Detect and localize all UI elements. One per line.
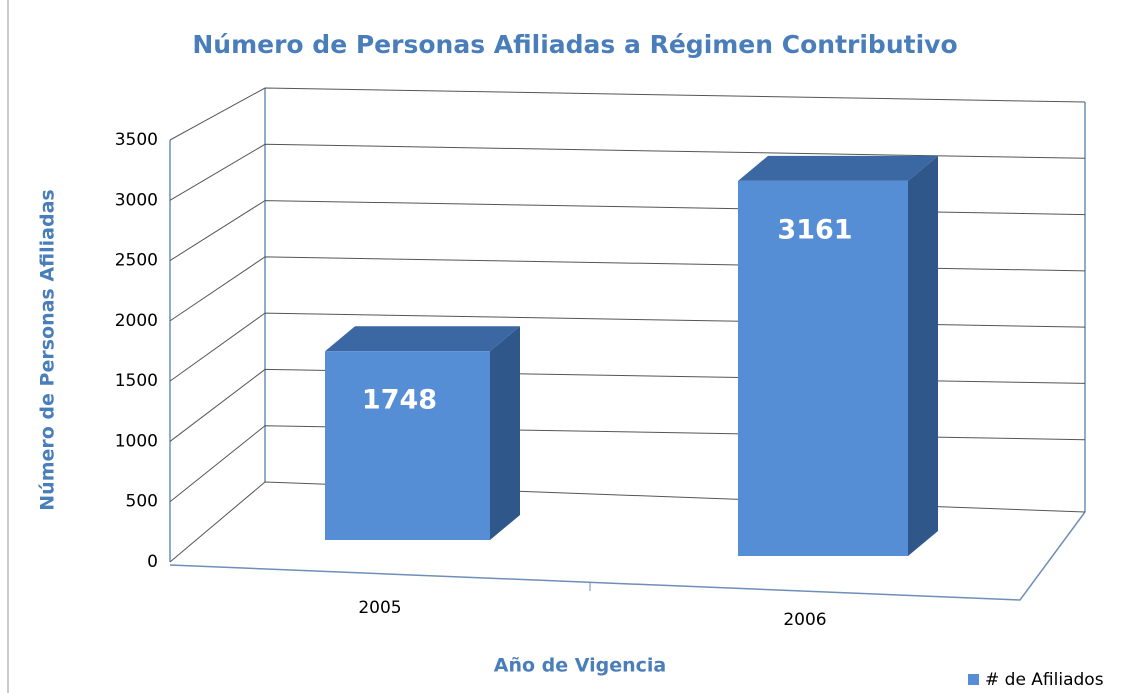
y-tick-label: 500 — [126, 492, 158, 512]
y-tick-label: 3000 — [115, 190, 158, 210]
y-axis-label: Número de Personas Afiliadas — [37, 189, 59, 510]
bar — [325, 351, 490, 540]
grid-line — [169, 481, 1086, 563]
y-tick-label: 3500 — [115, 130, 158, 150]
grid-line — [169, 200, 1086, 261]
floor-edge — [169, 511, 1086, 601]
grid-line — [169, 87, 1086, 141]
value-label: 1748 — [362, 385, 437, 416]
y-tick-label: 1000 — [115, 431, 158, 451]
y-tick-label: 2000 — [115, 311, 158, 331]
bar — [738, 180, 908, 556]
legend-swatch — [968, 674, 979, 685]
x-tick-label: 2006 — [783, 610, 826, 630]
x-tick-label: 2005 — [358, 598, 401, 618]
grid-line — [169, 312, 1086, 382]
bar-side — [490, 326, 520, 540]
grid-line — [169, 143, 1086, 201]
chart-title: Número de Personas Afiliadas a Régimen C… — [192, 30, 957, 59]
bar-top — [738, 155, 938, 181]
bar-side — [908, 155, 938, 556]
grid-line — [169, 425, 1086, 503]
bar-top — [325, 326, 520, 352]
x-axis-label: Año de Vigencia — [494, 655, 667, 677]
legend-label: # de Afiliados — [985, 670, 1104, 690]
y-tick-label: 2500 — [115, 251, 158, 271]
value-label: 3161 — [777, 214, 852, 245]
grid-line — [169, 256, 1086, 322]
y-tick-label: 0 — [147, 552, 158, 572]
grid-line — [169, 368, 1086, 442]
y-tick-label: 1500 — [115, 371, 158, 391]
